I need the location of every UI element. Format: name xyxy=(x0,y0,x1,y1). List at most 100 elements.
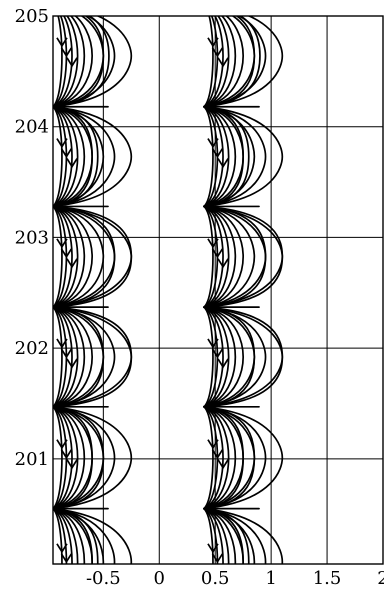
trajectory-arc xyxy=(203,205,245,309)
trajectory-arc xyxy=(53,105,73,208)
trajectory-arc xyxy=(53,507,86,564)
trajectory-arc xyxy=(53,105,86,208)
trajectory-arc xyxy=(53,16,79,108)
direction-arrow xyxy=(217,158,229,169)
trajectory-arc-outer xyxy=(53,105,94,208)
trajectory-arc xyxy=(203,105,284,208)
x-tick-label: -0.5 xyxy=(86,568,121,589)
trajectory-arc-outer xyxy=(203,16,261,108)
direction-arrow xyxy=(56,37,68,48)
direction-arrow xyxy=(66,459,78,470)
trajectory-arc-outer xyxy=(53,16,105,108)
trajectory-arc xyxy=(203,306,245,408)
trajectory-arc xyxy=(53,306,86,408)
trajectory-arc xyxy=(203,405,284,510)
y-tick-label: 205 xyxy=(15,6,49,27)
trajectory-arc xyxy=(203,105,267,208)
trajectory-arc xyxy=(203,405,267,510)
direction-arrow xyxy=(66,158,78,169)
trajectory-arc-outer xyxy=(203,405,256,510)
trajectory-arc xyxy=(203,405,224,510)
direction-arrow xyxy=(56,138,68,149)
trajectory-arc xyxy=(53,16,86,108)
trajectory-arc xyxy=(203,507,237,564)
direction-arrow xyxy=(207,37,219,48)
trajectory-arc xyxy=(53,16,133,108)
direction-arrow xyxy=(211,449,224,460)
trajectory-arc xyxy=(53,507,133,564)
trajectory-arc xyxy=(203,306,224,408)
trajectory-arc-outer xyxy=(53,306,105,408)
direction-arrow xyxy=(60,449,73,460)
trajectory-arc xyxy=(53,16,94,108)
y-tick-label: 203 xyxy=(15,227,49,248)
trajectory-arc xyxy=(53,405,86,510)
trajectory-arc-outer xyxy=(53,405,105,510)
trajectory-arc xyxy=(203,16,284,108)
trajectory-arc xyxy=(53,306,63,408)
direction-arrow xyxy=(211,553,224,564)
direction-arrow xyxy=(217,57,229,68)
x-tick-label: 1.5 xyxy=(313,568,342,589)
trajectory-arc xyxy=(53,205,86,309)
trajectory-arc xyxy=(53,205,79,309)
trajectory-arc xyxy=(53,105,63,208)
trajectory-arc xyxy=(203,205,237,309)
direction-arrow xyxy=(56,238,68,249)
trajectory-arc-outer xyxy=(203,205,267,309)
trajectory-arc-outer xyxy=(203,507,245,564)
trajectory-arc xyxy=(203,507,284,564)
trajectory-arc xyxy=(53,405,79,510)
direction-arrow xyxy=(56,338,68,349)
trajectory-arc xyxy=(203,16,224,108)
trajectory-arc xyxy=(53,405,116,510)
trajectory-arc-outer xyxy=(53,507,94,564)
direction-arrow xyxy=(217,459,229,470)
direction-arrow xyxy=(211,248,224,259)
trajectory-arc xyxy=(53,105,79,208)
trajectory-arc-outer xyxy=(203,16,256,108)
direction-arrow xyxy=(60,248,73,259)
trajectory-arc xyxy=(203,205,256,309)
direction-arrow xyxy=(66,563,78,564)
trajectory-arc-outer xyxy=(53,205,116,309)
trajectory-arc xyxy=(53,405,133,510)
trajectory-arc-outer xyxy=(53,507,99,564)
trajectory-arc xyxy=(203,105,214,208)
trajectory-arc xyxy=(53,507,79,564)
y-tick-label: 202 xyxy=(15,338,49,359)
x-tick-label: 2 xyxy=(377,568,384,589)
trajectory-arc xyxy=(53,205,105,309)
trajectory-arc xyxy=(203,16,245,108)
direction-arrow xyxy=(217,358,229,369)
direction-arrow xyxy=(211,47,224,58)
direction-arrow xyxy=(56,543,68,554)
direction-arrow xyxy=(66,358,78,369)
trajectory-arc xyxy=(53,16,73,108)
direction-arrow xyxy=(207,138,219,149)
trajectory-arc-outer xyxy=(203,105,250,208)
trajectory-arc xyxy=(203,306,267,408)
trajectory-arc xyxy=(53,405,63,510)
trajectory-arc xyxy=(203,105,230,208)
x-tick-label: 0 xyxy=(154,568,165,589)
trajectory-arc-outer xyxy=(53,16,110,108)
tick-labels: -0.5 0 0.5 1 1.5 2 201 202 203 204 205 xyxy=(15,6,384,589)
trajectory-arc xyxy=(203,507,214,564)
trajectory-arc xyxy=(53,306,79,408)
trajectory-arc xyxy=(203,205,230,309)
trajectory-arc xyxy=(53,306,94,408)
trajectory-arc xyxy=(53,205,73,309)
trajectory-arc xyxy=(53,205,63,309)
trajectory-arc xyxy=(203,306,214,408)
y-tick-label: 201 xyxy=(15,449,49,470)
trajectory-arc xyxy=(203,405,214,510)
trajectory-arc xyxy=(203,405,230,510)
trajectory-arc xyxy=(53,16,63,108)
trajectory-arc-outer xyxy=(203,306,284,408)
trajectory-arc xyxy=(53,507,73,564)
trajectory-arc xyxy=(203,16,214,108)
trajectory-arc-outer xyxy=(53,105,99,208)
direction-arrow xyxy=(217,258,229,269)
